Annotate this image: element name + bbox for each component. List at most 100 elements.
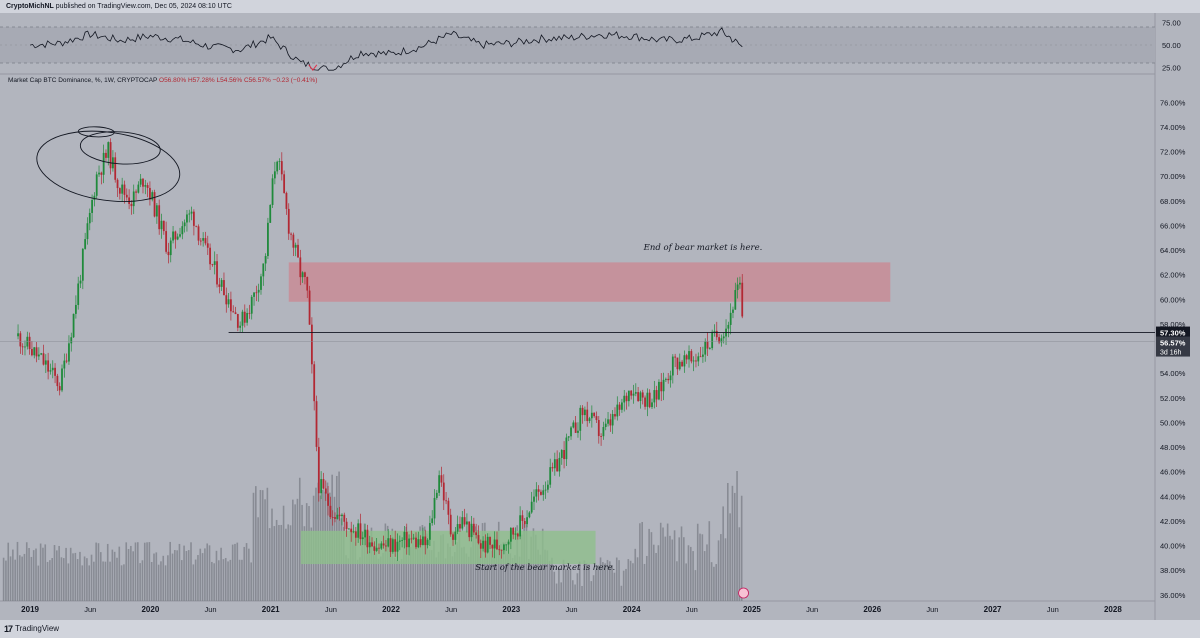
candle-body [674,356,677,358]
candle-body [304,272,306,278]
volume-bar [733,492,736,601]
volume-bar [153,553,155,601]
candle-body [514,533,517,535]
volume-bar [553,571,556,601]
candle-body [683,355,686,367]
candle-body [213,261,216,265]
volume-bar [407,556,410,601]
volume-bar [227,561,229,601]
candle-body [530,501,533,513]
candle-body [216,261,218,285]
candle-body [623,395,626,403]
volume-bar [729,513,731,601]
volume-bar [148,542,151,601]
volume-bar [354,542,357,601]
candle-body [246,312,249,323]
candle-body [491,544,494,549]
symbol-name[interactable]: Market Cap BTC Dominance, %, 1W, CRYPTOC… [8,77,158,84]
volume-bar [113,551,116,601]
volume-bar [187,550,190,601]
volume-bar [648,528,650,601]
candle-body [165,231,168,252]
volume-bar [60,557,63,601]
price-tick-label: 44.00% [1160,492,1186,501]
volume-bar [109,561,111,601]
candle-body [114,157,117,180]
volume-bar [248,548,250,601]
candle-body [123,184,126,195]
price-tick-label: 36.00% [1160,591,1186,600]
volume-bar [155,552,158,601]
candle-body [468,521,471,538]
candle-body [433,497,436,519]
author-name[interactable]: CryptoMichNL [6,3,54,10]
candle-body [109,142,112,169]
volume-bar [257,517,259,601]
end-bear-annotation: End of bear market is here. [643,243,763,253]
volume-bar [157,564,160,601]
candle-body [720,338,723,343]
volume-bar [16,541,19,601]
candle-body [438,475,441,493]
volume-bar [259,489,262,601]
volume-bar [416,534,419,601]
volume-bar [447,543,449,601]
candle-body [137,184,140,193]
highlight-circle [36,130,181,202]
volume-bar [250,562,252,601]
volume-bar [715,564,718,601]
candle-body [704,341,707,355]
volume-bar [393,557,396,601]
candle-body [174,231,177,240]
volume-bar [571,580,574,601]
candle-body [688,351,690,360]
candle-body [570,427,572,437]
candle-body [519,515,522,537]
candle-body [202,238,205,241]
candle-body [81,248,84,281]
volume-bar [680,526,683,601]
candle-body [218,284,221,287]
candle-body [371,542,373,547]
candle-body [280,161,283,175]
candle-body [31,349,33,356]
volume-bar [67,563,70,601]
volume-bar [585,563,588,601]
candle-body [368,542,371,548]
volume-bar [632,563,634,601]
candle-body [734,290,737,310]
volume-bar [578,561,581,601]
time-tick-label: 2025 [743,605,761,614]
volume-bar [595,569,597,601]
candle-body [422,536,424,545]
candle-body [315,401,318,447]
volume-bar [685,563,687,601]
candle-body [195,225,198,227]
volume-bar [456,542,458,601]
volume-bar [699,533,701,601]
volume-bar [720,534,722,601]
price-tick-label: 76.00% [1160,98,1186,107]
candle-body [285,192,288,209]
volume-bar [467,556,470,601]
symbol-legend: Market Cap BTC Dominance, %, 1W, CRYPTOC… [8,77,317,84]
candle-body [65,360,68,362]
candle-body [440,475,443,483]
volume-bar [414,535,417,601]
candle-body [577,430,579,433]
candle-body [699,356,702,358]
candle-body [354,531,357,538]
candle-body [47,360,50,372]
volume-bar [252,492,255,601]
price-tick-label: 58.00% [1160,320,1186,329]
candle-body [398,540,401,542]
last-price-label-bg [1156,336,1190,357]
volume-bar [120,565,123,601]
volume-bar [86,558,88,601]
tradingview-logo[interactable]: 17 TradingView [4,620,59,638]
price-tick-label: 62.00% [1160,271,1186,280]
candle-body [329,505,332,518]
volume-bar [238,559,241,601]
candle-body [183,222,186,227]
